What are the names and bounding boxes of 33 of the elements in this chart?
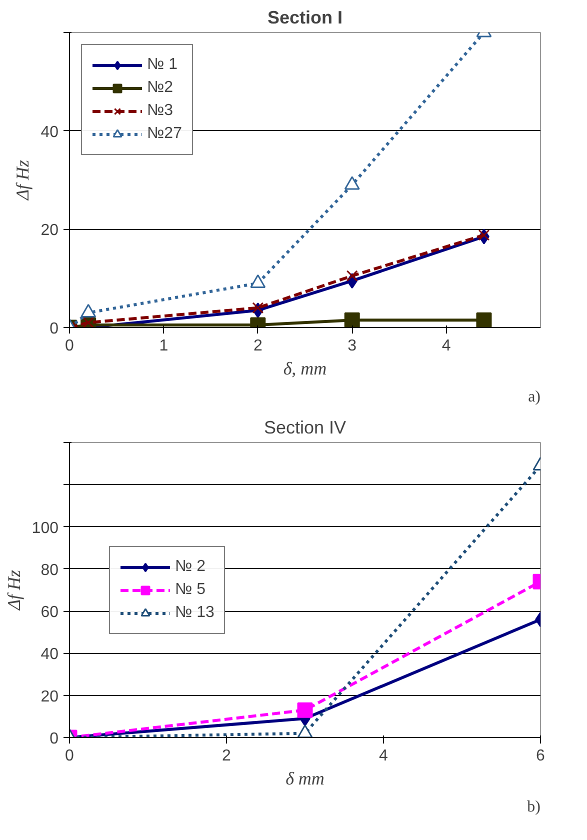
legend-label: № 13 — [175, 604, 214, 622]
chart-title: Section I — [267, 8, 343, 28]
y-tick-label: 40 — [40, 646, 59, 664]
legend-label: № 5 — [175, 580, 206, 598]
legend-label: №2 — [147, 79, 174, 97]
x-tick-label: 2 — [253, 338, 262, 354]
x-tick-label: 4 — [379, 748, 388, 764]
legend-label: № 1 — [147, 56, 178, 74]
y-tick-label: 20 — [40, 222, 59, 240]
legend-label: № 2 — [175, 558, 206, 576]
x-tick-label: 3 — [348, 338, 357, 354]
y-tick-label: 80 — [40, 562, 59, 579]
y-tick-label: 0 — [50, 320, 59, 338]
text: a) — [528, 388, 541, 406]
chart-title: Section IV — [264, 418, 346, 438]
x-tick-label: 0 — [65, 748, 74, 764]
x-tick-label: 6 — [536, 748, 546, 764]
y-tick-label: 100 — [32, 520, 59, 537]
x-tick-label: 0 — [65, 338, 74, 354]
legend-label: №3 — [147, 102, 174, 120]
x-tick-label: 4 — [442, 338, 451, 354]
x-axis-title: δ mm — [286, 768, 324, 788]
text: b) — [527, 798, 540, 816]
y-tick-label: 60 — [40, 604, 59, 622]
x-axis-title: δ, mm — [283, 358, 327, 378]
x-tick-label: 1 — [159, 338, 168, 354]
y-tick-label: 40 — [40, 124, 59, 141]
y-axis-title: Δf Hz — [4, 570, 24, 612]
x-tick-label: 2 — [222, 748, 232, 764]
y-tick-label: 20 — [40, 688, 59, 706]
y-tick-label: 0 — [50, 730, 59, 748]
y-axis-title: Δf Hz — [12, 160, 33, 202]
legend-label: №27 — [147, 125, 182, 143]
